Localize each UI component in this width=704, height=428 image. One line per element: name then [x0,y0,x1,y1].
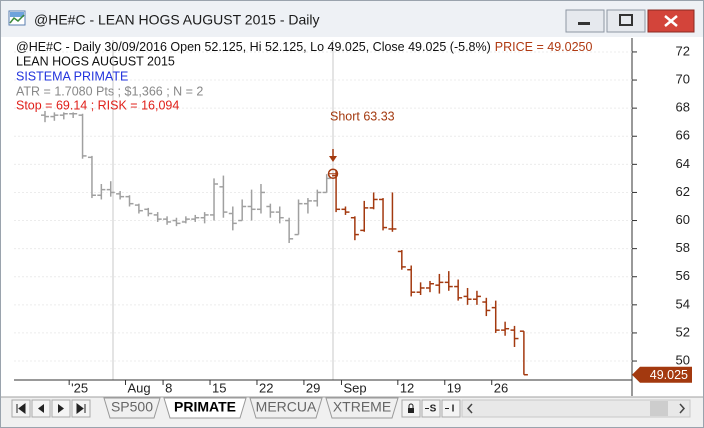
x-tick-label: Aug [128,380,151,395]
tab-label: SP500 [111,399,153,415]
close-button[interactable] [647,9,695,33]
tab[interactable] [325,397,399,419]
window-title: @HE#C - LEAN HOGS AUGUST 2015 - Daily [34,12,319,28]
y-tick-label: 62 [676,184,690,199]
y-tick-label: 52 [676,324,690,339]
last-price-box [632,366,692,383]
y-tick-label: 72 [676,43,690,58]
y-tick-label: 50 [676,352,690,367]
toolbar-button[interactable] [421,399,441,418]
y-tick-label: 66 [676,128,690,143]
y-tick-label: 58 [676,240,690,255]
system-name: SISTEMA PRIMATE [16,69,128,83]
next-button[interactable] [51,399,71,418]
toolbar-button[interactable] [441,399,461,418]
x-tick-label: 22 [259,380,273,395]
tab-strip: SP500 PRIMATE MERCUA XTREME [103,397,399,419]
x-tick-label: 8 [165,380,172,395]
y-tick-label: 68 [676,100,690,115]
maximize-button[interactable] [606,9,646,33]
x-tick-label: 19 [447,380,461,395]
symbol-name: LEAN HOGS AUGUST 2015 [16,54,175,68]
toolbar-button-label: I [452,404,455,415]
stop-text: Stop = 69.14 ; RISK = 16,094 [16,98,179,112]
atr-text: ATR = 1.7080 Pts ; $1,366 ; N = 2 [16,84,203,98]
tab[interactable] [249,397,323,419]
annotation-arrowhead [329,156,337,162]
y-tick-label: 70 [676,71,690,86]
minimize-button[interactable] [565,9,605,33]
lock-button[interactable] [401,399,421,418]
last-button[interactable] [71,399,91,418]
price-text: PRICE = 49.0250 [495,40,593,54]
tab-label: XTREME [333,399,391,415]
scrollbar[interactable] [461,399,691,418]
prev-button[interactable] [31,399,51,418]
x-tick-label: 26 [494,380,508,395]
last-price-label: 49.025 [650,368,688,382]
annotation-text: Short 63.33 [330,109,395,123]
first-button[interactable] [11,399,31,418]
y-tick-label: 54 [676,296,690,311]
x-tick-label: '25 [71,380,88,395]
tab[interactable] [103,397,161,419]
tab-label: MERCUA [256,399,317,415]
app-icon [8,10,26,26]
tab-label: PRIMATE [174,399,236,415]
y-tick-label: 56 [676,268,690,283]
active-tab[interactable] [163,397,247,419]
x-tick-label: 29 [306,380,320,395]
x-tick-label: 15 [212,380,226,395]
y-tick-label: 60 [676,212,690,227]
x-tick-label: 12 [400,380,414,395]
y-tick-label: 64 [676,156,690,171]
x-tick-label: Sep [343,380,366,395]
chart-header: @HE#C - Daily 30/09/2016 Open 52.125, Hi… [16,40,592,54]
toolbar-button-label: S [430,404,437,415]
quote-line: @HE#C - Daily 30/09/2016 Open 52.125, Hi… [16,40,491,54]
